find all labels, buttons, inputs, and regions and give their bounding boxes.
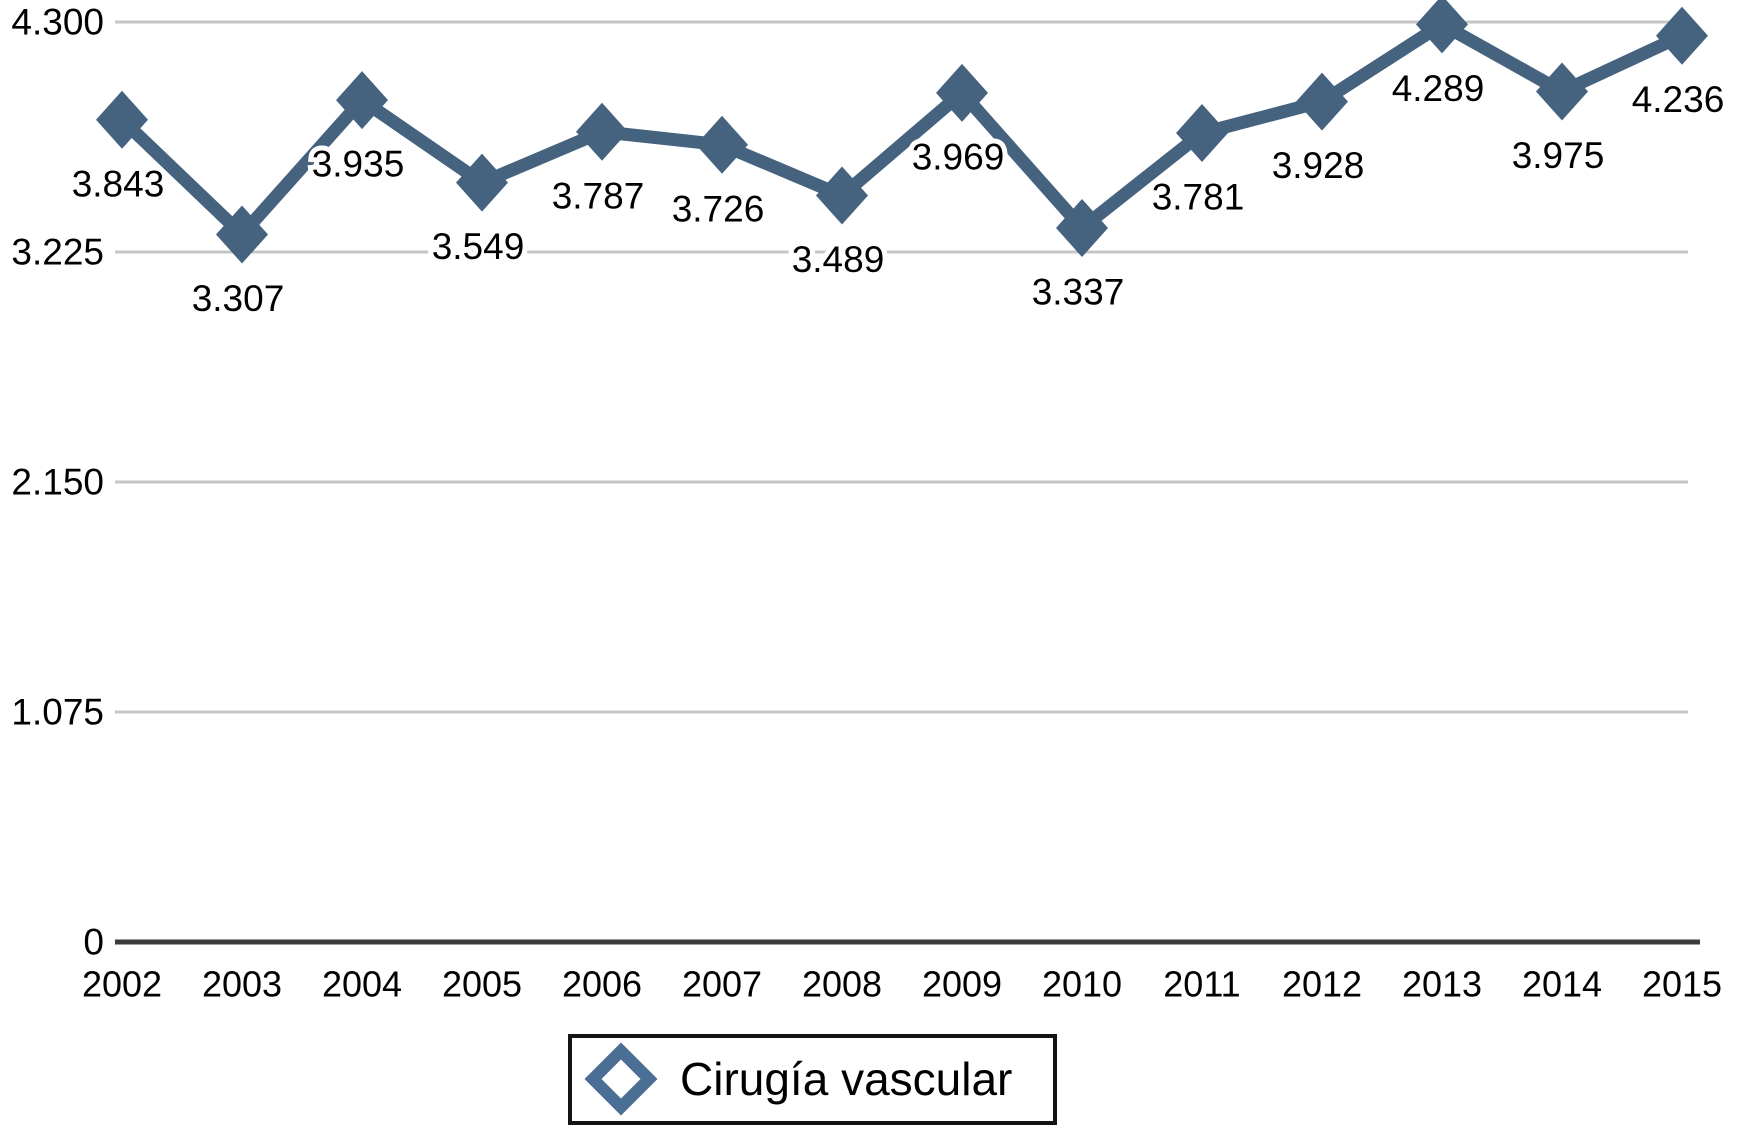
- data-point-marker: [216, 205, 268, 264]
- data-point-label: 3.781: [1152, 177, 1245, 218]
- y-tick-label: 4.300: [11, 2, 104, 43]
- data-point-marker: [696, 115, 748, 174]
- data-point-marker: [936, 63, 988, 122]
- x-year-label: 2011: [1163, 964, 1240, 1005]
- data-point-label: 3.549: [432, 226, 525, 267]
- data-point-marker: [1416, 0, 1468, 54]
- y-tick-label: 1.075: [11, 692, 104, 733]
- x-year-label: 2009: [922, 964, 1002, 1005]
- data-point-marker: [1176, 104, 1228, 163]
- data-point-label: 3.928: [1272, 145, 1365, 186]
- x-axis-year-labels: 2002 2003 2004 2005 2006 2007 2008 2009 2010 2011…: [82, 964, 1722, 1005]
- data-point-marker: [576, 102, 628, 161]
- x-year-label: 2004: [322, 964, 402, 1005]
- y-axis-tick-labels: 4.300 3.225 2.150 1.075 0: [6, 0, 109, 968]
- data-point-marker: [1056, 199, 1108, 258]
- data-point-label: 3.489: [792, 239, 885, 280]
- series-line: [115, 17, 1689, 241]
- y-tick-label: 0: [83, 922, 104, 963]
- y-tick-label: 3.225: [11, 232, 104, 273]
- x-year-label: 2005: [442, 964, 522, 1005]
- data-point-label: 3.307: [192, 278, 285, 319]
- data-point-label: 3.843: [72, 163, 165, 204]
- x-year-label: 2003: [202, 964, 282, 1005]
- data-point-marker: [336, 71, 388, 130]
- data-point-marker: [1296, 72, 1348, 131]
- data-point-marker: [456, 153, 508, 212]
- data-point-label: 3.975: [1512, 135, 1605, 176]
- data-point-marker: [1536, 62, 1588, 121]
- data-point-label: 3.969: [912, 136, 1005, 177]
- data-point-label: 3.935: [312, 144, 405, 185]
- legend-diamond-icon: [584, 1042, 658, 1116]
- data-point-label: 4.289: [1392, 68, 1485, 109]
- x-year-label: 2012: [1282, 964, 1362, 1005]
- data-value-labels: 3.843 3.307 3.935 3.549 3.787 3.726 3.489 3.969…: [67, 63, 1730, 324]
- legend-label: Cirugía vascular: [680, 1053, 1012, 1105]
- y-tick-label: 2.150: [11, 462, 104, 503]
- data-point-marker: [816, 166, 868, 225]
- x-year-label: 2015: [1642, 964, 1722, 1005]
- data-point-label: 3.726: [672, 188, 765, 229]
- x-year-label: 2013: [1402, 964, 1482, 1005]
- gridlines: [115, 20, 1688, 714]
- x-year-label: 2008: [802, 964, 882, 1005]
- data-point-marker: [96, 90, 148, 149]
- data-point-label: 3.787: [552, 175, 645, 216]
- legend: Cirugía vascular: [568, 1034, 1057, 1125]
- x-year-label: 2010: [1042, 964, 1122, 1005]
- data-point-label: 4.236: [1632, 79, 1725, 120]
- x-year-label: 2007: [682, 964, 762, 1005]
- data-point-label: 3.337: [1032, 272, 1125, 313]
- data-point-marker: [1656, 6, 1708, 65]
- series-cirugia-vascular: [96, 0, 1708, 264]
- x-year-label: 2014: [1522, 964, 1602, 1005]
- x-year-label: 2006: [562, 964, 642, 1005]
- x-year-label: 2002: [82, 964, 162, 1005]
